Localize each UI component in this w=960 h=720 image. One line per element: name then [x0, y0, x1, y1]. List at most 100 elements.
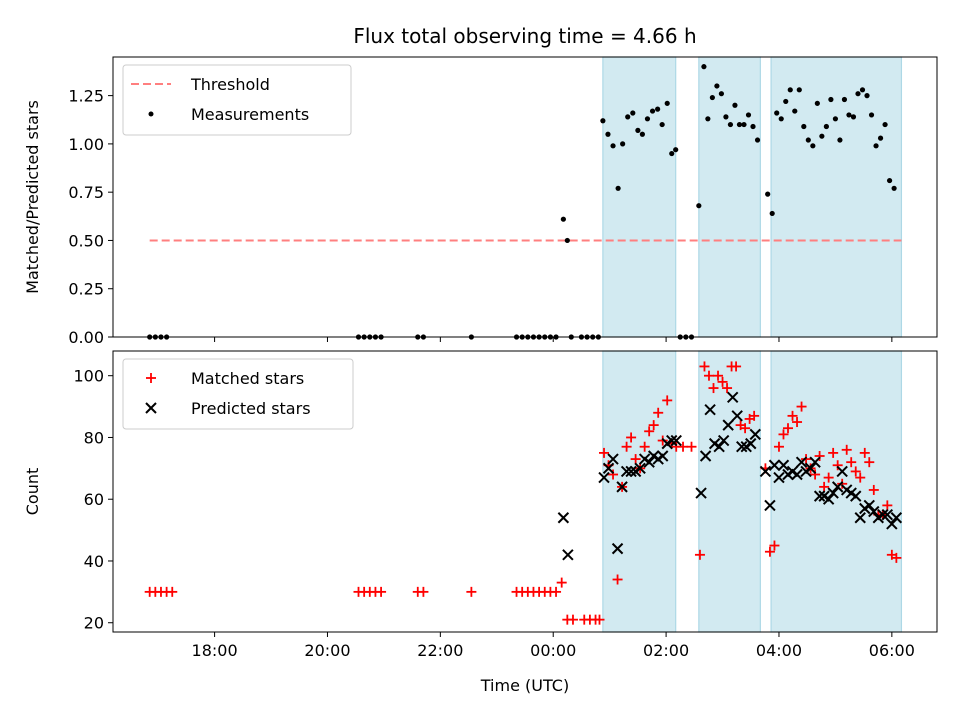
measurement-point — [841, 96, 848, 103]
legend-predicted-swatch — [145, 402, 157, 414]
predicted-star-point — [602, 462, 615, 475]
matched-star-point — [662, 395, 673, 406]
y-tick-label: 60 — [84, 490, 104, 509]
count-panel-y-label: Count — [23, 468, 42, 516]
matched-star-point — [792, 417, 803, 428]
predicted-star-point — [836, 465, 848, 478]
measurement-point — [655, 106, 661, 112]
matched-star-point — [841, 444, 852, 455]
x-axis-label: Time (UTC) — [480, 676, 569, 695]
predicted-star-point — [557, 512, 570, 524]
measurement-point — [819, 133, 825, 139]
measurement-point — [855, 91, 861, 97]
measurement-point — [600, 118, 606, 124]
predicted-star-point — [616, 481, 628, 493]
predicted-star-point — [804, 462, 817, 475]
predicted-star-point — [625, 465, 637, 478]
measurement-point — [644, 116, 651, 122]
observing-window — [602, 350, 677, 633]
matched-star-point — [630, 454, 641, 465]
measurement-point — [801, 123, 807, 130]
matched-star-point — [594, 614, 605, 625]
measurement-point — [886, 177, 893, 184]
predicted-star-point — [643, 456, 655, 468]
matched-star-point — [787, 410, 798, 421]
y-tick-label: 40 — [84, 552, 104, 571]
predicted-star-point — [764, 499, 776, 512]
measurement-point — [832, 116, 839, 122]
measurement-point — [630, 110, 636, 116]
measurement-point — [850, 114, 857, 120]
predicted-star-point — [657, 450, 669, 462]
measurement-point — [714, 83, 720, 89]
matched-star-point — [599, 447, 610, 458]
predicted-star-point — [886, 518, 898, 530]
matched-star-point — [653, 407, 664, 418]
matched-star-point — [621, 441, 632, 452]
predicted-star-point — [813, 490, 826, 502]
predicted-star-point — [831, 481, 844, 493]
legend-frame — [122, 358, 354, 430]
predicted-star-point — [749, 428, 761, 441]
y-tick-label: 1.00 — [68, 135, 104, 154]
y-tick-label: 0.75 — [68, 183, 104, 202]
observing-window — [770, 56, 903, 338]
legend-label-threshold: Threshold — [190, 75, 270, 94]
matched-star-point — [708, 383, 719, 394]
ratio-panel-legend: Threshold Measurements — [122, 64, 352, 136]
measurement-point — [778, 116, 784, 122]
measurement-point — [805, 137, 811, 143]
predicted-star-point — [695, 487, 707, 499]
ratio-panel-y-label: Matched/Predicted stars — [23, 100, 42, 294]
matched-star-point — [864, 457, 875, 468]
count-panel-y-axis: 20 40 60 80 100 — [73, 367, 113, 633]
matched-star-point — [612, 574, 623, 585]
predicted-star-point — [773, 471, 785, 484]
matched-star-point — [823, 472, 834, 483]
matched-star-point — [778, 429, 789, 440]
observing-window — [698, 56, 761, 338]
matched-star-point — [713, 370, 724, 381]
matched-star-point — [551, 586, 562, 597]
matched-star-point — [608, 469, 619, 480]
predicted-star-point — [611, 542, 624, 555]
predicted-star-point — [670, 434, 682, 447]
matched-star-point — [764, 546, 775, 557]
matched-star-point — [814, 450, 825, 461]
predicted-star-point — [745, 437, 757, 450]
measurement-point — [701, 64, 707, 70]
ratio-panel-frame — [112, 56, 938, 338]
measurement-point — [859, 87, 866, 93]
measurement-point — [649, 108, 656, 114]
count-points — [144, 361, 903, 625]
predicted-star-point — [863, 499, 875, 512]
y-tick-label: 80 — [84, 428, 104, 447]
predicted-star-point — [827, 487, 839, 499]
measurement-point — [635, 127, 641, 133]
legend-label-measurements: Measurements — [191, 105, 309, 124]
observing-window — [698, 350, 761, 633]
matched-star-point — [796, 401, 807, 412]
x-tick-label: 00:00 — [530, 641, 576, 660]
predicted-star-point — [881, 508, 894, 521]
matched-star-point — [801, 454, 812, 465]
y-tick-label: 100 — [73, 367, 104, 386]
matched-star-point — [855, 472, 866, 483]
measurement-point — [659, 121, 665, 128]
matched-star-point — [703, 370, 714, 381]
predicted-star-point — [768, 459, 781, 471]
predicted-star-point — [704, 403, 716, 416]
measurement-point — [745, 112, 752, 118]
matched-star-point — [657, 435, 668, 446]
count-panel-frame — [112, 350, 938, 633]
measurement-point — [560, 216, 566, 222]
measurement-point — [610, 143, 616, 149]
measurement-point — [837, 137, 843, 143]
measurement-point — [718, 91, 725, 97]
measurement-point — [696, 203, 702, 209]
measurement-point — [673, 147, 679, 153]
measurement-point — [723, 114, 729, 120]
observing-windows — [602, 56, 903, 338]
matched-star-point — [722, 383, 733, 394]
matched-star-point — [783, 423, 794, 434]
